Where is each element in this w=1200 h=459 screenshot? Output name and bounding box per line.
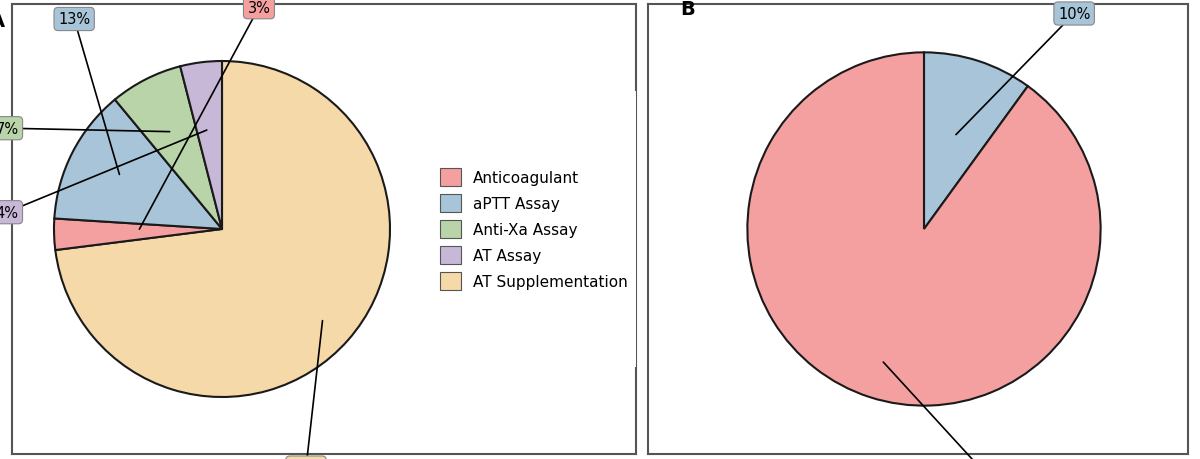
Wedge shape (54, 219, 222, 251)
Wedge shape (55, 62, 390, 397)
Wedge shape (748, 53, 1100, 406)
Text: 13%: 13% (58, 12, 90, 28)
Legend: Anticoagulant, aPTT Assay, Anti-Xa Assay, AT Assay, AT Supplementation: Anticoagulant, aPTT Assay, Anti-Xa Assay… (439, 169, 628, 290)
Text: 3%: 3% (247, 1, 270, 16)
Text: 4%: 4% (0, 205, 18, 220)
Text: B: B (680, 0, 695, 19)
Wedge shape (54, 101, 222, 230)
Wedge shape (115, 67, 222, 230)
Wedge shape (180, 62, 222, 230)
Wedge shape (924, 53, 1028, 230)
Text: A: A (0, 11, 5, 31)
Text: 10%: 10% (1058, 7, 1091, 22)
Text: 7%: 7% (0, 122, 18, 136)
